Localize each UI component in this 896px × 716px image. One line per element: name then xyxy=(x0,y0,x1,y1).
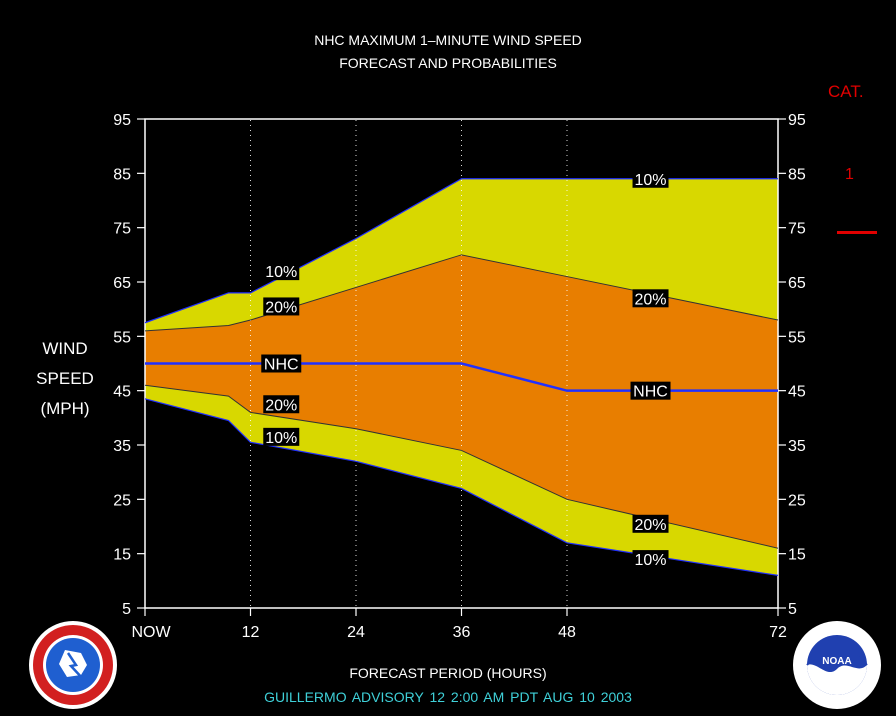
category-level: 1 xyxy=(845,166,854,183)
y-tick-label-right: 15 xyxy=(788,547,806,564)
annotation-box xyxy=(632,169,669,188)
y-tick-label-right: 5 xyxy=(788,601,797,618)
series-lines xyxy=(144,178,779,576)
x-tick-label: 24 xyxy=(347,624,365,641)
x-axis-label: FORECAST PERIOD (HOURS) xyxy=(349,665,547,681)
series-lower-20-line xyxy=(144,384,779,549)
noaa-logo-icon: NOAA xyxy=(793,621,881,709)
series-nhc-line xyxy=(145,362,778,392)
y-tick-label-left: 45 xyxy=(113,384,131,401)
y-tick-label-right: 45 xyxy=(788,384,806,401)
annotation-label: 10% xyxy=(265,430,297,447)
series-upper-20-line xyxy=(144,254,779,332)
y-tick-label-right: 75 xyxy=(788,221,806,238)
svg-text:NOAA: NOAA xyxy=(822,656,851,667)
annotation-label: 20% xyxy=(635,517,667,534)
y-tick-label-right: 85 xyxy=(788,166,806,183)
y-tick-label-right: 55 xyxy=(788,329,806,346)
chart-title-line2: FORECAST AND PROBABILITIES xyxy=(339,55,557,71)
annotation-label: 10% xyxy=(265,264,297,281)
band-20-percent xyxy=(145,254,778,549)
y-tick-label-left: 15 xyxy=(113,547,131,564)
category-title: CAT. xyxy=(828,82,864,101)
series-lower-10-line xyxy=(144,398,779,576)
advisory-footer: GUILLERMO ADVISORY 12 2:00 AM PDT AUG 10… xyxy=(264,689,632,705)
y-tick-label-left: 5 xyxy=(122,601,131,618)
annotation-label: NHC xyxy=(633,384,668,401)
y-tick-label-right: 25 xyxy=(788,492,806,509)
probability-bands xyxy=(145,178,778,576)
chart-annotations: 10% 20% NHC 20% 10% 10% 20% NHC 20% 10% xyxy=(261,169,671,569)
y-axis-label-line3: (MPH) xyxy=(40,399,90,418)
x-tick-label: NOW xyxy=(131,624,171,641)
annotation-label: NHC xyxy=(264,357,299,374)
y-tick-label-right: 95 xyxy=(788,112,806,129)
annotation-label: 20% xyxy=(635,291,667,308)
x-tick-label: 12 xyxy=(242,624,260,641)
y-tick-label-left: 75 xyxy=(113,221,131,238)
annotation-box xyxy=(263,262,300,281)
annotation-label: 10% xyxy=(635,552,667,569)
annotation-box xyxy=(632,514,669,533)
y-tick-label-right: 35 xyxy=(788,438,806,455)
y-tick-label-left: 85 xyxy=(113,166,131,183)
x-tick-label: 72 xyxy=(769,624,787,641)
series-upper-10-line xyxy=(144,178,778,324)
category-marker-line xyxy=(837,231,877,234)
annotation-label: 20% xyxy=(265,397,297,414)
y-tick-label-left: 95 xyxy=(113,112,131,129)
annotation-box xyxy=(263,427,300,446)
annotation-box xyxy=(632,550,669,569)
annotation-box xyxy=(261,354,302,373)
y-tick-label-left: 65 xyxy=(113,275,131,292)
x-tick-label: 36 xyxy=(453,624,471,641)
y-tick-label-left: 35 xyxy=(113,438,131,455)
y-axis-label-line2: SPEED xyxy=(36,369,94,388)
x-tick-label: 48 xyxy=(558,624,576,641)
y-tick-label-left: 55 xyxy=(113,329,131,346)
y-tick-label-left: 25 xyxy=(113,492,131,509)
annotation-label: 10% xyxy=(635,172,667,189)
annotation-box xyxy=(263,297,300,316)
annotation-box xyxy=(632,289,669,308)
nws-logo-icon xyxy=(29,621,117,709)
y-axis-label-line1: WIND xyxy=(42,339,88,358)
annotation-box xyxy=(630,381,671,400)
annotation-box xyxy=(263,395,300,414)
y-tick-label-right: 65 xyxy=(788,275,806,292)
chart-grid xyxy=(250,120,568,607)
chart-title-line1: NHC MAXIMUM 1–MINUTE WIND SPEED xyxy=(314,32,582,48)
annotation-label: 20% xyxy=(265,299,297,316)
